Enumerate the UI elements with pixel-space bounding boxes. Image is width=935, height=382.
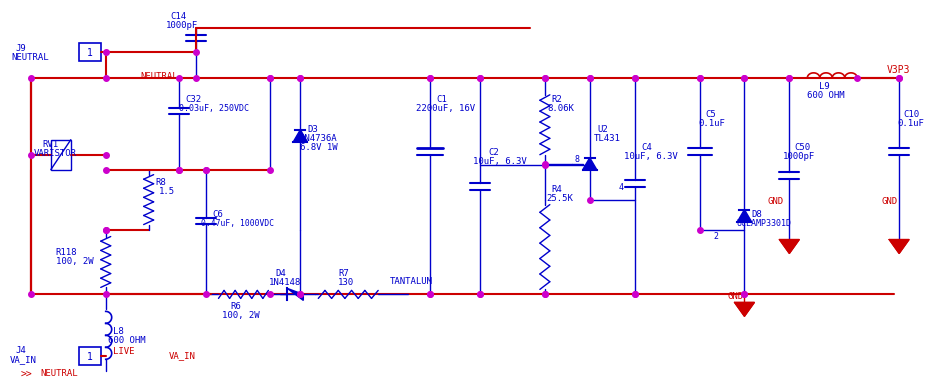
Polygon shape <box>738 210 752 222</box>
Text: TL431: TL431 <box>594 134 621 143</box>
Text: D4: D4 <box>276 269 286 278</box>
Text: L9: L9 <box>819 82 830 91</box>
Text: 100, 2W: 100, 2W <box>56 257 94 267</box>
Text: J9: J9 <box>16 44 27 53</box>
Text: C32: C32 <box>185 95 202 104</box>
Text: 130: 130 <box>338 278 354 287</box>
Text: 100, 2W: 100, 2W <box>223 311 260 320</box>
Text: C1: C1 <box>436 95 447 104</box>
Text: 10uF, 6.3V: 10uF, 6.3V <box>624 152 678 161</box>
Text: 1000pF: 1000pF <box>783 152 814 161</box>
Text: VA_IN: VA_IN <box>10 355 36 364</box>
Text: C6: C6 <box>212 210 223 219</box>
Text: 2200uF, 16V: 2200uF, 16V <box>416 104 475 113</box>
Text: R8: R8 <box>155 178 166 187</box>
Text: 10uF, 6.3V: 10uF, 6.3V <box>473 157 526 166</box>
Text: 0.47uF, 1000VDC: 0.47uF, 1000VDC <box>200 219 274 228</box>
Text: J4: J4 <box>16 346 27 355</box>
Text: 0.1uF: 0.1uF <box>898 119 924 128</box>
Text: L8: L8 <box>113 327 123 336</box>
Text: GND: GND <box>727 292 743 301</box>
Text: 1: 1 <box>87 352 93 362</box>
Bar <box>79 43 101 61</box>
Text: U2: U2 <box>597 125 609 134</box>
Text: NEUTRAL: NEUTRAL <box>41 369 79 378</box>
Text: >>: >> <box>21 369 33 379</box>
Polygon shape <box>287 288 303 300</box>
Text: VA_IN: VA_IN <box>168 351 195 360</box>
Text: GND: GND <box>881 197 898 206</box>
Text: V3P3: V3P3 <box>887 65 911 75</box>
Text: C50: C50 <box>795 143 811 152</box>
Text: C2: C2 <box>488 148 498 157</box>
Polygon shape <box>294 130 308 142</box>
Text: 1N4148: 1N4148 <box>268 278 301 287</box>
Text: C14: C14 <box>170 12 187 21</box>
Text: R2: R2 <box>552 95 563 104</box>
Polygon shape <box>889 240 909 254</box>
Text: GND: GND <box>768 197 784 206</box>
Text: 1000pF: 1000pF <box>165 21 198 30</box>
Text: VARISTOR: VARISTOR <box>34 149 77 158</box>
Text: LIVE: LIVE <box>113 347 135 356</box>
Text: 1.5: 1.5 <box>159 187 175 196</box>
Text: 25.5K: 25.5K <box>546 194 573 202</box>
Polygon shape <box>780 240 799 254</box>
Text: RV1: RV1 <box>43 140 59 149</box>
Text: D8: D8 <box>752 210 762 219</box>
Text: R4: R4 <box>552 185 563 194</box>
Text: C5: C5 <box>706 110 716 119</box>
Text: NEUTRAL: NEUTRAL <box>11 53 49 62</box>
Text: NEUTRAL: NEUTRAL <box>140 72 179 81</box>
Text: 6.8V 1W: 6.8V 1W <box>300 143 338 152</box>
Text: R118: R118 <box>56 248 78 256</box>
Text: R6: R6 <box>230 303 241 311</box>
Text: C10: C10 <box>903 110 919 119</box>
Text: 600 OHM: 600 OHM <box>108 336 145 345</box>
Polygon shape <box>735 303 755 316</box>
Text: D3: D3 <box>308 125 318 134</box>
Text: R7: R7 <box>338 269 349 278</box>
Text: 1: 1 <box>87 48 93 58</box>
Text: 0.1uF: 0.1uF <box>698 119 726 128</box>
Text: 4: 4 <box>619 183 624 192</box>
Bar <box>79 347 101 365</box>
Text: C4: C4 <box>641 143 653 152</box>
Text: TANTALUM: TANTALUM <box>390 277 433 286</box>
Text: 1N4736A: 1N4736A <box>300 134 338 143</box>
Polygon shape <box>583 158 597 170</box>
Text: 8: 8 <box>575 155 580 164</box>
Text: UCLAMP3301D: UCLAMP3301D <box>737 219 791 228</box>
Bar <box>50 140 71 170</box>
Text: 0.03uF, 250VDC: 0.03uF, 250VDC <box>179 104 249 113</box>
Text: 8.06K: 8.06K <box>548 104 575 113</box>
Text: 2: 2 <box>713 231 718 241</box>
Text: 600 OHM: 600 OHM <box>807 91 845 100</box>
